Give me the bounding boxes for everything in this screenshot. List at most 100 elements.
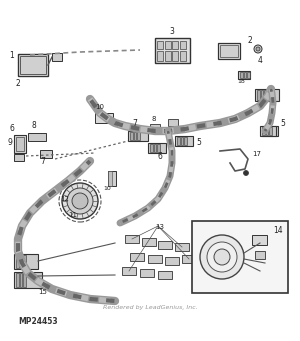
Bar: [28, 133, 46, 141]
Bar: [14, 272, 42, 288]
Text: 12: 12: [60, 196, 69, 202]
Bar: [95, 113, 113, 123]
Bar: [125, 235, 139, 243]
Text: 8: 8: [152, 116, 157, 122]
Text: 15: 15: [38, 289, 47, 295]
Bar: [268, 127, 270, 135]
Bar: [181, 137, 183, 145]
Bar: [130, 132, 133, 140]
Text: 10: 10: [95, 104, 104, 110]
Circle shape: [244, 170, 248, 176]
Text: 5: 5: [280, 119, 285, 128]
Text: 8: 8: [32, 121, 37, 130]
Bar: [238, 71, 250, 79]
Bar: [260, 90, 263, 100]
Bar: [252, 235, 267, 245]
Text: 2: 2: [16, 78, 20, 88]
Bar: [108, 171, 112, 186]
Bar: [220, 45, 238, 57]
Bar: [175, 136, 193, 146]
Bar: [134, 132, 136, 140]
Bar: [14, 254, 38, 269]
Bar: [52, 53, 62, 61]
Text: 13: 13: [155, 224, 164, 230]
Bar: [14, 154, 24, 161]
Text: 9: 9: [8, 138, 13, 147]
Bar: [157, 41, 163, 49]
Bar: [262, 127, 265, 135]
Circle shape: [207, 242, 237, 272]
Bar: [20, 255, 22, 268]
Bar: [150, 124, 160, 131]
Bar: [165, 257, 179, 265]
Bar: [269, 127, 272, 135]
Bar: [172, 51, 178, 61]
Bar: [16, 137, 24, 151]
Bar: [179, 51, 185, 61]
Text: 7: 7: [132, 119, 137, 128]
Text: 1: 1: [10, 51, 14, 60]
Bar: [182, 255, 196, 263]
Bar: [168, 119, 178, 126]
Bar: [128, 131, 148, 141]
Text: 2: 2: [248, 36, 253, 45]
Text: 6: 6: [10, 124, 15, 133]
Bar: [266, 127, 268, 135]
Text: 18: 18: [237, 79, 245, 84]
Bar: [137, 132, 140, 140]
Text: 10: 10: [103, 186, 111, 191]
Bar: [130, 253, 144, 261]
Bar: [157, 51, 163, 61]
Bar: [18, 54, 48, 76]
Bar: [192, 221, 288, 293]
Circle shape: [256, 47, 260, 51]
Bar: [23, 273, 26, 287]
Bar: [150, 144, 152, 152]
Bar: [155, 38, 190, 63]
Bar: [148, 143, 166, 153]
Bar: [177, 137, 179, 145]
Bar: [257, 90, 260, 100]
Bar: [157, 144, 160, 152]
Bar: [108, 171, 116, 186]
Bar: [240, 72, 242, 78]
Text: Rendered by LeadGenius, Inc.: Rendered by LeadGenius, Inc.: [103, 305, 197, 310]
Bar: [218, 43, 240, 59]
Bar: [175, 243, 189, 251]
Circle shape: [67, 188, 93, 214]
Text: 7: 7: [40, 157, 45, 166]
Bar: [264, 90, 266, 100]
Bar: [148, 255, 162, 263]
Bar: [16, 273, 19, 287]
Bar: [154, 144, 156, 152]
Bar: [179, 41, 185, 49]
Text: 14: 14: [273, 226, 283, 235]
Bar: [122, 267, 136, 275]
Bar: [140, 269, 154, 277]
Circle shape: [72, 193, 88, 209]
Bar: [16, 255, 19, 268]
Circle shape: [214, 249, 230, 265]
Bar: [158, 241, 172, 249]
Bar: [40, 150, 52, 158]
Bar: [244, 72, 246, 78]
Bar: [271, 127, 274, 135]
Bar: [260, 126, 276, 136]
Text: 6: 6: [158, 152, 163, 161]
Bar: [172, 41, 178, 49]
Bar: [247, 72, 250, 78]
Circle shape: [200, 235, 244, 279]
Bar: [264, 127, 266, 135]
Bar: [14, 135, 26, 153]
Text: 11: 11: [68, 212, 77, 218]
Bar: [158, 271, 172, 279]
Bar: [23, 255, 26, 268]
Text: 5: 5: [196, 138, 201, 147]
Bar: [20, 56, 46, 74]
Text: MP24453: MP24453: [18, 316, 58, 326]
Bar: [255, 251, 265, 259]
Bar: [20, 273, 22, 287]
Bar: [262, 126, 278, 136]
Text: 4: 4: [258, 56, 263, 65]
Bar: [164, 51, 170, 61]
